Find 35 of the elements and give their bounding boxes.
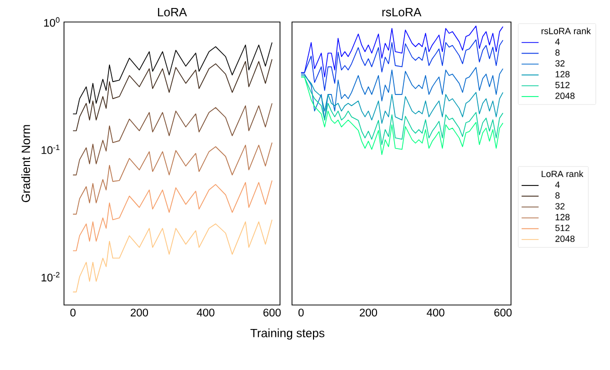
line-series (72, 219, 272, 292)
y-tick-label: 10$^{-2}$ (42, 272, 60, 282)
line-series (72, 42, 272, 114)
legend-label: 2048 (555, 92, 575, 100)
chart-title: rsLoRA (382, 8, 422, 16)
legend-label: 512 (555, 224, 570, 232)
x-tick-label: 600 (494, 308, 512, 316)
x-tick-label: 200 (130, 308, 148, 316)
line-series (72, 180, 272, 252)
chart-title: LoRA (158, 8, 187, 16)
legend-label: 4 (555, 182, 560, 188)
x-tick-label: 600 (263, 308, 281, 316)
x-tick-label: 400 (196, 308, 214, 316)
y-tick-label: 10$^{0}$ (44, 17, 60, 27)
line-series (72, 58, 272, 132)
x-tick-label: 400 (426, 308, 444, 316)
legend-label: 128 (556, 214, 570, 220)
legend-label: 2048 (555, 236, 575, 242)
legend-label: 8 (555, 49, 560, 56)
y-axis-title: Gradient Norm (21, 125, 30, 202)
legend-label: 8 (555, 192, 560, 199)
legend-label: 4 (555, 38, 560, 45)
y-tick-label: 10$^{-1}$ (42, 144, 60, 154)
x-axis-title: Training steps (250, 328, 324, 340)
legend-label: 32 (555, 60, 565, 67)
line-series (72, 142, 272, 215)
x-tick-label: 0 (298, 308, 304, 316)
x-tick-label: 0 (70, 308, 76, 316)
x-tick-label: 200 (360, 308, 378, 316)
legend-title: LoRA rank (542, 170, 584, 178)
legend-label: 512 (555, 82, 570, 88)
line-series (72, 102, 272, 176)
legend-label: 128 (556, 71, 570, 78)
legend-title: rsLoRA rank (542, 28, 591, 34)
legend-label: 32 (555, 203, 565, 210)
